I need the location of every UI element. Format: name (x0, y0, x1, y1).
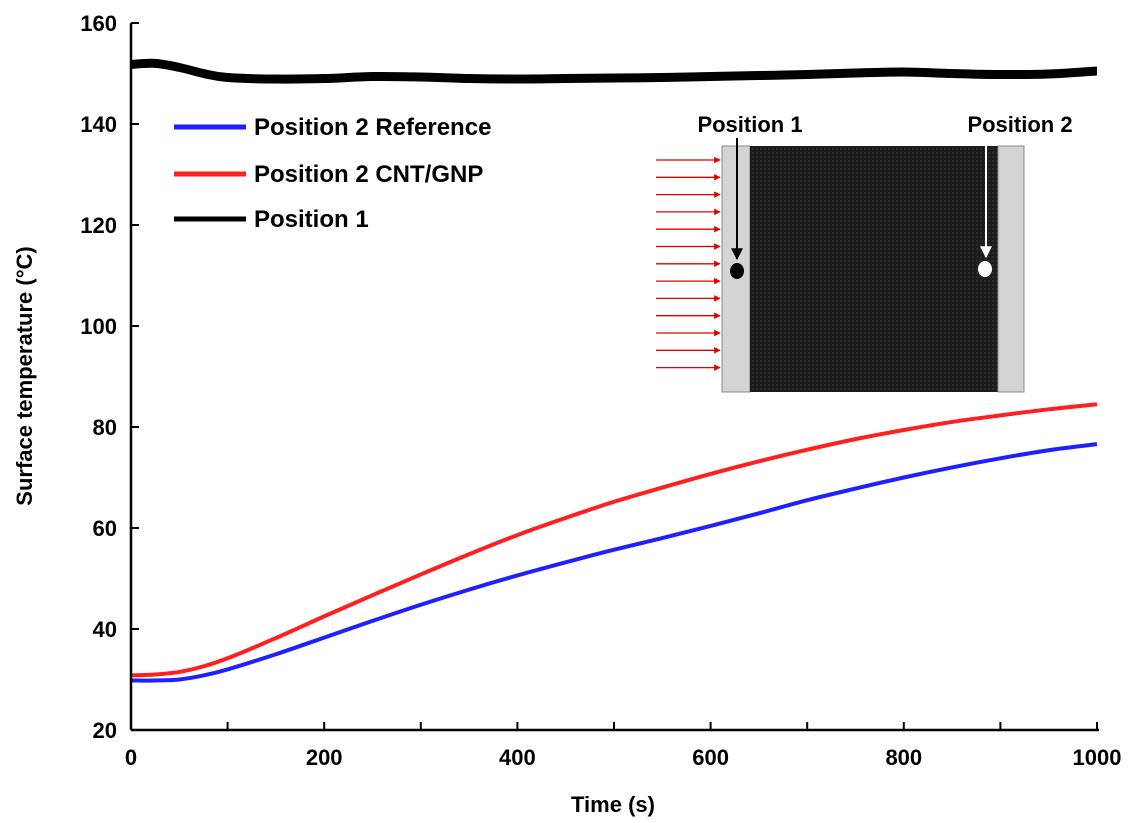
specimen-panel (750, 146, 998, 392)
series-layer (130, 58, 1098, 683)
series-line-2-run-c (130, 64, 1098, 84)
y-tick-label: 60 (93, 516, 117, 541)
y-tick-label: 20 (93, 718, 117, 743)
legend-label-reference: Position 2 Reference (254, 114, 491, 141)
legend-label-cnt-gnp: Position 2 CNT/GNP (254, 161, 483, 188)
y-axis-title: Surface temperature (°C) (12, 246, 37, 505)
legend-item-position-1: Position 1 (174, 206, 369, 233)
x-axis-title: Time (s) (571, 792, 655, 817)
inset-label-position-1: Position 1 (697, 112, 802, 137)
series-line-2-run-b (130, 58, 1098, 78)
x-tick-label: 200 (306, 745, 343, 770)
position-1-marker (730, 263, 744, 279)
legend: Position 2 Reference Position 2 CNT/GNP … (174, 114, 491, 233)
y-tick-label: 160 (80, 11, 117, 36)
legend-label-position-1: Position 1 (254, 206, 369, 233)
x-tick-label: 400 (499, 745, 536, 770)
y-tick-label: 120 (80, 213, 117, 238)
legend-item-cnt-gnp: Position 2 CNT/GNP (174, 161, 483, 188)
inset-schematic: Position 1 Position 2 (656, 112, 1073, 393)
inset-label-position-2: Position 2 (967, 112, 1072, 137)
x-tick-label: 1000 (1073, 745, 1122, 770)
y-axis-ticks: 20 40 60 80 100 120 140 160 (80, 11, 139, 743)
right-holder-plate (997, 145, 1025, 393)
x-tick-label: 0 (125, 745, 137, 770)
series-line-2 (130, 61, 1098, 82)
x-tick-label: 600 (692, 745, 729, 770)
position-2-marker (978, 261, 992, 277)
series-line-0 (130, 442, 1098, 683)
y-tick-label: 140 (80, 112, 117, 137)
x-axis-ticks: 0 200 400 600 800 1000 (125, 722, 1122, 770)
x-tick-label: 800 (885, 745, 922, 770)
heat-flux-arrows (656, 156, 721, 371)
y-tick-label: 80 (93, 415, 117, 440)
legend-item-reference: Position 2 Reference (174, 114, 491, 141)
y-tick-label: 100 (80, 314, 117, 339)
series-line-1 (130, 402, 1098, 678)
y-tick-label: 40 (93, 617, 117, 642)
